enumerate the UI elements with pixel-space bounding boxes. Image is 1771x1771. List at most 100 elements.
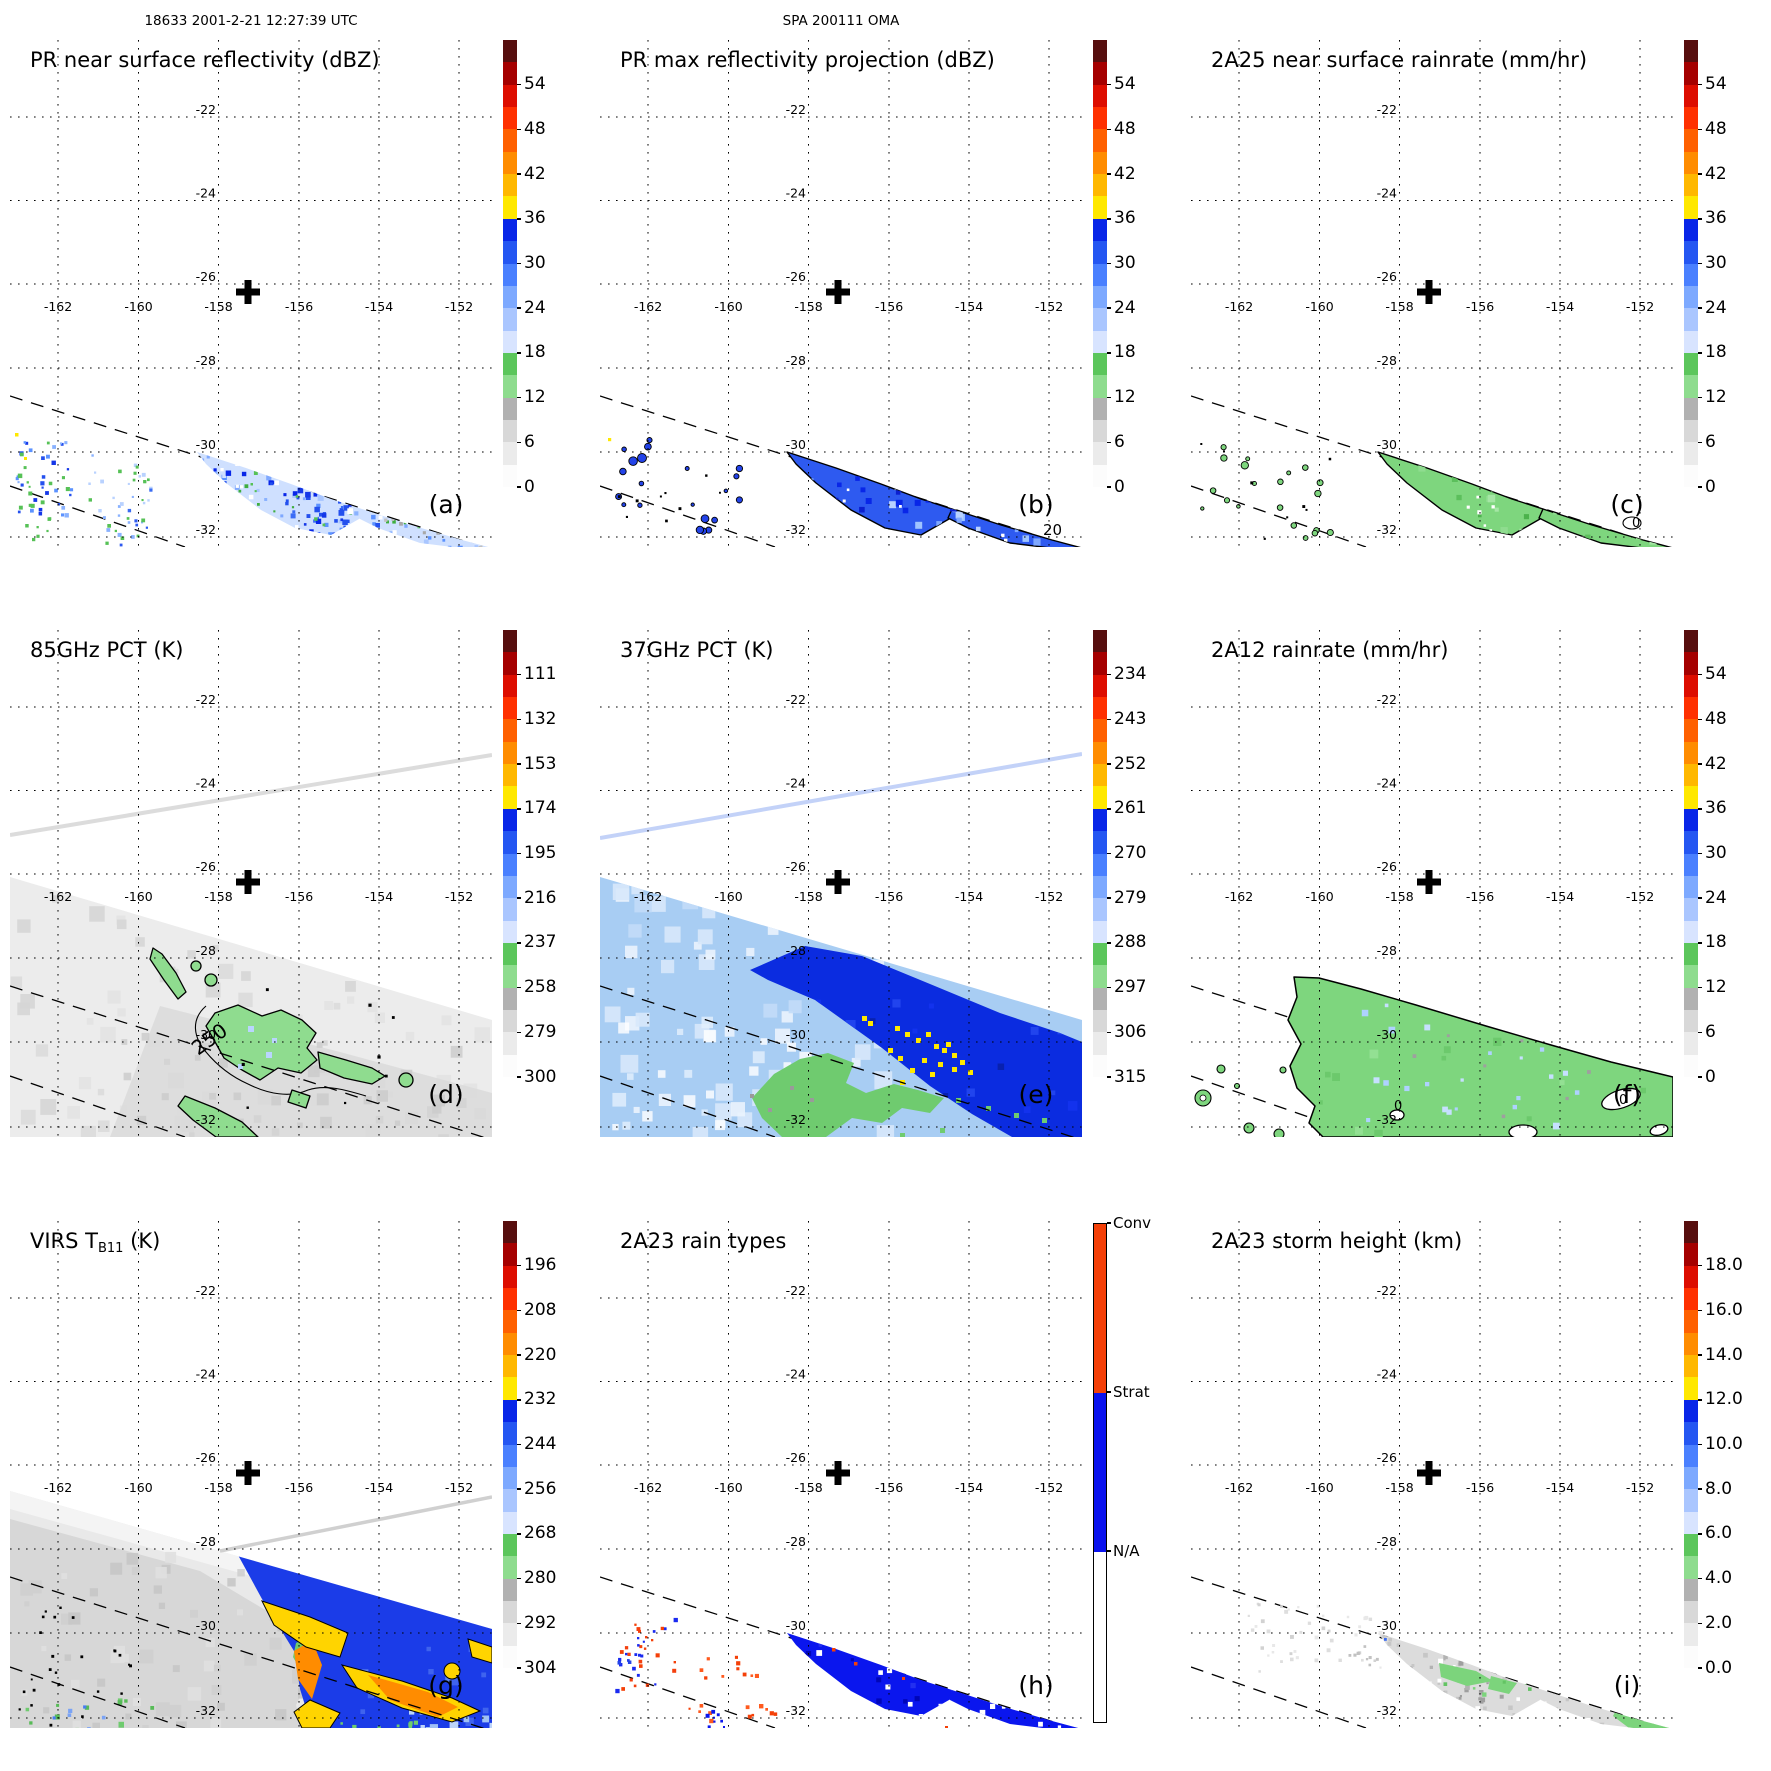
colorbar-tick-label: 18 <box>1705 932 1727 953</box>
lon-label: -152 <box>1626 299 1654 314</box>
lon-label: -156 <box>1466 299 1494 314</box>
lat-label: -22 <box>786 692 806 707</box>
lon-label: -158 <box>794 889 822 904</box>
lon-label: -162 <box>44 889 72 904</box>
lat-label: -22 <box>196 102 216 117</box>
lat-label: -26 <box>1377 859 1397 874</box>
colorbar-tick-label: 54 <box>1705 664 1727 685</box>
colorbar-tick-label: 256 <box>524 1478 557 1499</box>
colorbar-tick <box>1698 1031 1702 1034</box>
colorbar-tick <box>1107 1391 1111 1393</box>
lon-label: -162 <box>1225 1480 1253 1495</box>
map-c: -22 -24 -26 -28 -30 -32 -162 -160 -158 -156 -154 -1… <box>1191 40 1673 547</box>
lon-label: -160 <box>124 889 152 904</box>
raintype-label: Conv <box>1113 1214 1152 1232</box>
colorbar-tick-label: 4.0 <box>1705 1568 1733 1589</box>
colorbar-tick <box>517 352 521 354</box>
colorbar-tick <box>517 763 521 765</box>
lon-label: -158 <box>794 299 822 314</box>
lat-label: -22 <box>196 692 216 707</box>
colorbar-tick <box>1698 262 1702 265</box>
colorbar-tick <box>517 1577 521 1580</box>
lat-label: -28 <box>196 943 216 958</box>
lat-label: -32 <box>196 1703 216 1718</box>
colorbar-tick-label: 132 <box>524 708 557 729</box>
lat-label: -30 <box>1377 437 1397 452</box>
colorbar-tick <box>1107 763 1111 765</box>
colorbar-f <box>1684 629 1698 1077</box>
lat-label: -24 <box>1377 1367 1397 1382</box>
lon-label: -152 <box>445 299 473 314</box>
map-i: -22 -24 -26 -28 -30 -32 -162 -160 -158 -156 -154 -1… <box>1191 1221 1673 1728</box>
colorbar-tick <box>1107 441 1111 444</box>
lon-label: -154 <box>1546 299 1574 314</box>
colorbar-tick <box>1698 673 1702 676</box>
colorbar-tick-label: 243 <box>1114 708 1147 729</box>
panel-h: -22 -24 -26 -28 -30 -32 -162 -160 -158 -156 -154 -1… <box>590 1181 1180 1771</box>
data-field-h <box>615 1617 1079 1728</box>
lat-label: -24 <box>1377 186 1397 201</box>
lon-label: -160 <box>714 299 742 314</box>
panel-title: PR near surface reflectivity (dBZ) <box>30 48 380 72</box>
satellite-track-line <box>219 1495 492 1553</box>
colorbar-tick-label: 0 <box>1705 1066 1716 1087</box>
raintype-label: N/A <box>1113 1542 1140 1560</box>
lon-label: -154 <box>1546 1480 1574 1495</box>
colorbar-tick <box>1107 486 1111 488</box>
panel-letter: (c) <box>1610 490 1643 519</box>
lat-label: -32 <box>196 1112 216 1127</box>
lon-label: -152 <box>445 1480 473 1495</box>
lat-label: -26 <box>786 1450 806 1465</box>
lon-label: -156 <box>285 1480 313 1495</box>
colorbar-tick-label: 196 <box>524 1255 557 1276</box>
panel-title: PR max reflectivity projection (dBZ) <box>620 48 995 72</box>
lon-label: -160 <box>1305 1480 1333 1495</box>
colorbar-tick <box>1698 897 1702 899</box>
colorbar-tick-label: 6 <box>524 431 535 452</box>
colorbar-tick-label: 36 <box>1114 208 1136 229</box>
graticule-grid <box>1191 630 1673 1137</box>
colorbar-tick <box>517 1264 521 1267</box>
colorbar-tick-label: 261 <box>1114 798 1147 819</box>
lat-label: -24 <box>786 1367 806 1382</box>
panel-b: -22 -24 -26 -28 -30 -32 -162 -160 -158 -156 -154 -1… <box>590 0 1180 590</box>
panel-letter: (b) <box>1018 490 1053 519</box>
colorbar-tick-label: 24 <box>1705 887 1727 908</box>
colorbar-tick-label: 279 <box>1114 887 1147 908</box>
lat-label: -32 <box>786 1703 806 1718</box>
colorbar-tick <box>1698 808 1702 810</box>
lon-label: -156 <box>285 299 313 314</box>
storm-center-cross-icon <box>826 1461 850 1485</box>
lon-label: -154 <box>955 1480 983 1495</box>
colorbar-tick <box>1698 128 1702 131</box>
colorbar-i <box>1684 1220 1698 1668</box>
colorbar-tick <box>1107 352 1111 354</box>
colorbar-tick <box>517 396 521 399</box>
colorbar-tick-label: 174 <box>524 798 557 819</box>
lon-label: -162 <box>634 1480 662 1495</box>
lat-label: -28 <box>196 1534 216 1549</box>
lat-label: -32 <box>1377 1112 1397 1127</box>
colorbar-tick <box>1698 1533 1702 1535</box>
contour-label: 20 <box>1043 521 1062 539</box>
colorbar-tick-label: 111 <box>524 664 557 685</box>
lon-label: -162 <box>44 299 72 314</box>
colorbar-tick-label: 12 <box>1705 387 1727 408</box>
lon-label: -154 <box>365 1480 393 1495</box>
storm-center-cross-icon <box>826 280 850 304</box>
lat-label: -30 <box>786 1618 806 1633</box>
panel-title: 85GHz PCT (K) <box>30 638 183 662</box>
colorbar-tick <box>517 986 521 989</box>
colorbar-tick <box>1698 1577 1702 1580</box>
orbit-time-header: 18633 2001-2-21 12:27:39 UTC <box>144 13 358 29</box>
colorbar-tick-label: 270 <box>1114 843 1147 863</box>
colorbar-tick-label: 2.0 <box>1705 1612 1733 1633</box>
satellite-track-line <box>10 753 492 837</box>
colorbar-tick <box>1698 486 1702 488</box>
colorbar-tick <box>517 808 521 810</box>
colorbar-tick-label: 48 <box>1114 118 1136 139</box>
colorbar-tick-label: 36 <box>1705 208 1727 229</box>
colorbar-tick <box>517 1354 521 1356</box>
lon-label: -156 <box>875 299 903 314</box>
colorbar-tick-label: 280 <box>524 1568 557 1589</box>
